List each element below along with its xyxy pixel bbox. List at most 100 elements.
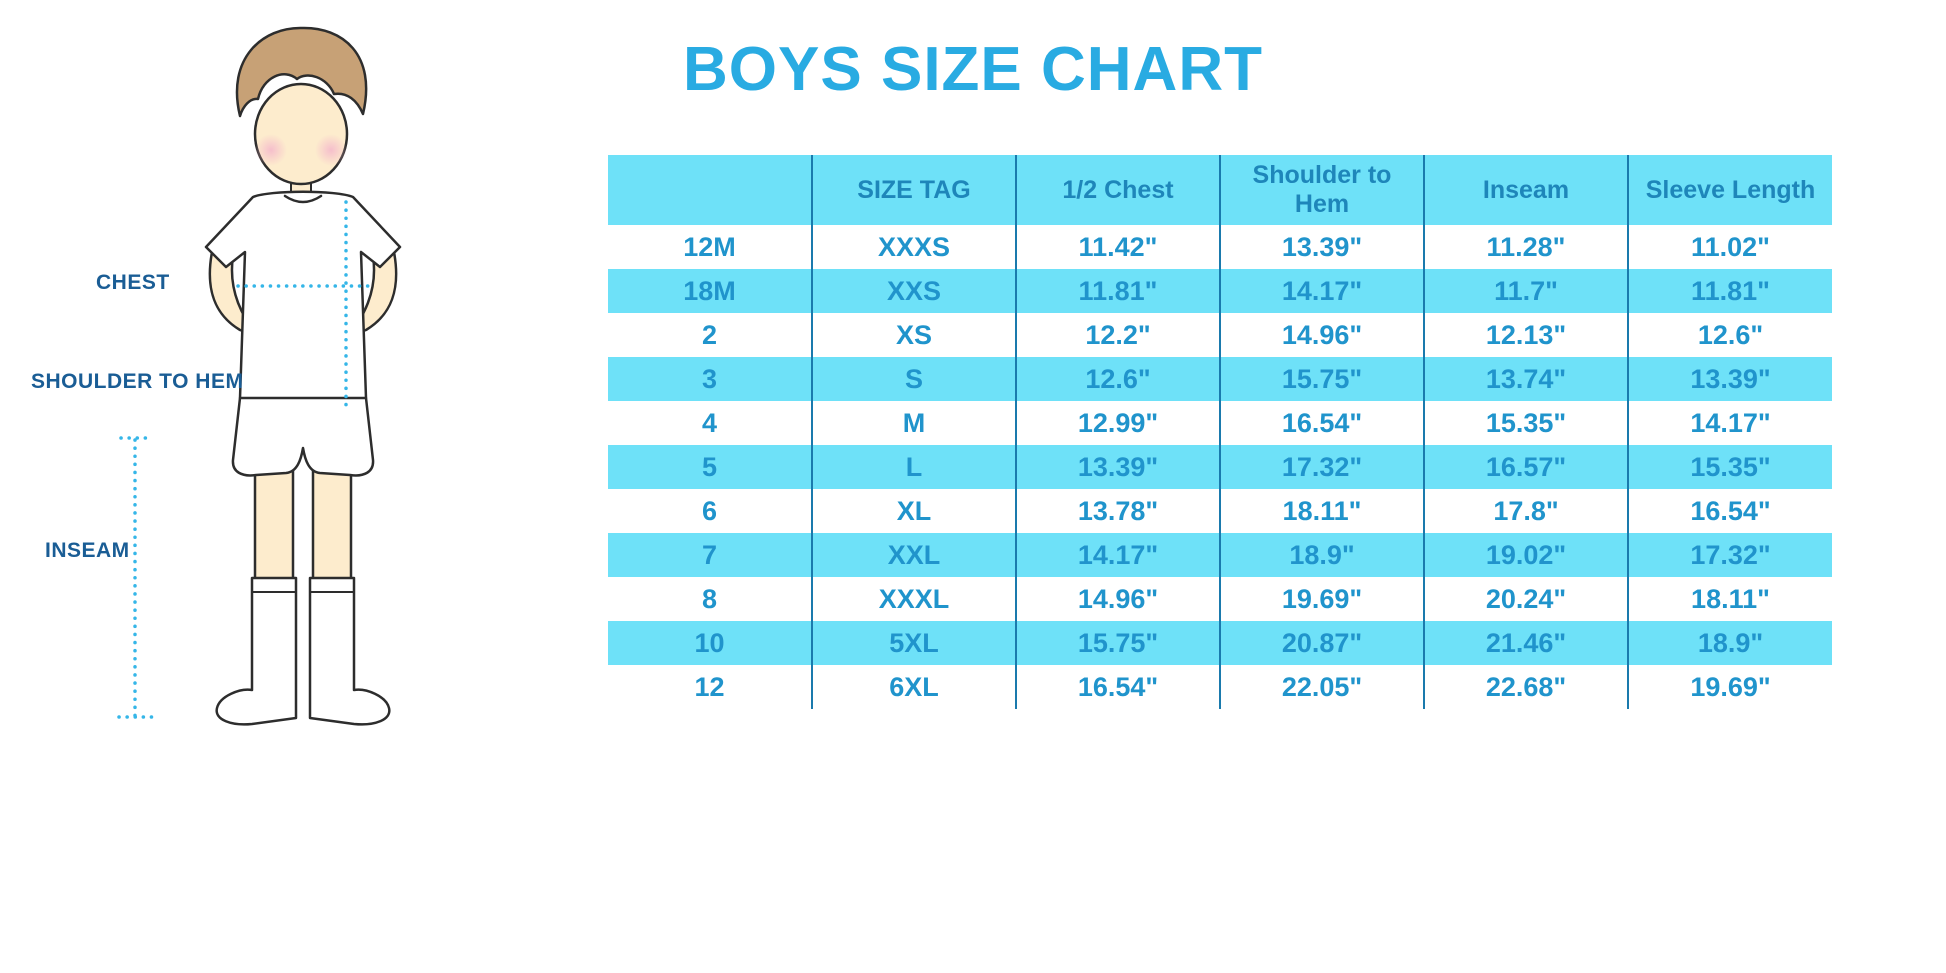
table-cell: 13.78" [1016,489,1221,533]
table-row: 4 M 12.99" 16.54" 15.35" 14.17" [608,401,1832,445]
table-cell: 14.17" [1628,401,1832,445]
table-cell: XXXL [812,577,1017,621]
right-sock [308,576,391,726]
table-cell: 20.24" [1424,577,1629,621]
table-cell: 7 [608,533,813,577]
table-cell: 13.39" [1220,225,1425,269]
table-cell: 22.68" [1424,665,1629,709]
table-cell: 12.13" [1424,313,1629,357]
table-cell: S [812,357,1017,401]
right-leg [311,453,353,598]
left-leg [253,453,295,598]
size-table: SIZE TAG 1/2 Chest Shoulder to Hem Inseam Sl… [608,155,1832,709]
table-cell: 15.35" [1628,445,1832,489]
table-cell: 14.96" [1016,577,1221,621]
table-cell: L [812,445,1017,489]
table-cell: 19.69" [1628,665,1832,709]
table-cell: 16.54" [1016,665,1221,709]
table-cell: 21.46" [1424,621,1629,665]
table-cell: 16.57" [1424,445,1629,489]
table-cell: 11.02" [1628,225,1832,269]
column-header: 1/2 Chest [1016,155,1221,225]
table-cell: 11.81" [1016,269,1221,313]
table-cell: 12.6" [1016,357,1221,401]
inseam-label: INSEAM [45,539,130,562]
blush-right-icon [315,134,347,166]
table-row: 12M XXXS 11.42" 13.39" 11.28" 11.02" [608,225,1832,269]
shorts [231,396,375,477]
table-cell: 13.39" [1628,357,1832,401]
column-header: SIZE TAG [812,155,1017,225]
table-cell: XXS [812,269,1017,313]
left-sock [215,576,298,726]
table-cell: 11.42" [1016,225,1221,269]
column-header [608,155,813,225]
table-cell: 3 [608,357,813,401]
page-title: BOYS SIZE CHART [683,35,1263,104]
table-cell: 12.99" [1016,401,1221,445]
table-row: 7 XXL 14.17" 18.9" 19.02" 17.32" [608,533,1832,577]
table-cell: 13.74" [1424,357,1629,401]
table-row: 10 5XL 15.75" 20.87" 21.46" 18.9" [608,621,1832,665]
collar [283,194,323,204]
table-cell: 15.75" [1016,621,1221,665]
table-cell: 17.32" [1220,445,1425,489]
table-row: 5 L 13.39" 17.32" 16.57" 15.35" [608,445,1832,489]
shoulder-to-hem-label: SHOULDER TO HEM [31,370,244,393]
boy-illustration [117,26,402,726]
table-cell: 19.02" [1424,533,1629,577]
table-cell: 15.75" [1220,357,1425,401]
table-cell: 22.05" [1220,665,1425,709]
table-cell: 11.7" [1424,269,1629,313]
table-body: 12M XXXS 11.42" 13.39" 11.28" 11.02" 18M XXS 11.… [608,225,1832,709]
table-cell: 5XL [812,621,1017,665]
table-cell: 14.17" [1016,533,1221,577]
table-cell: 19.69" [1220,577,1425,621]
table-cell: 18.11" [1220,489,1425,533]
table-cell: 8 [608,577,813,621]
table-cell: XS [812,313,1017,357]
chest-label: CHEST [96,271,170,294]
table-cell: 2 [608,313,813,357]
table-cell: 12.2" [1016,313,1221,357]
table-cell: M [812,401,1017,445]
table-cell: 14.96" [1220,313,1425,357]
hair [235,26,368,118]
table-cell: 4 [608,401,813,445]
table-row: 8 XXXL 14.96" 19.69" 20.24" 18.11" [608,577,1832,621]
table-row: 6 XL 13.78" 18.11" 17.8" 16.54" [608,489,1832,533]
table-row: 18M XXS 11.81" 14.17" 11.7" 11.81" [608,269,1832,313]
column-header: Shoulder to Hem [1220,155,1425,225]
header-row: SIZE TAG 1/2 Chest Shoulder to Hem Inseam Sl… [608,155,1832,225]
table-cell: XL [812,489,1017,533]
table-cell: 12 [608,665,813,709]
table-cell: 20.87" [1220,621,1425,665]
table-cell: 6XL [812,665,1017,709]
table-row: 2 XS 12.2" 14.96" 12.13" 12.6" [608,313,1832,357]
table-cell: 12M [608,225,813,269]
table-row: 3 S 12.6" 15.75" 13.74" 13.39" [608,357,1832,401]
table-cell: 15.35" [1424,401,1629,445]
table-cell: XXXS [812,225,1017,269]
table-cell: XXL [812,533,1017,577]
table-cell: 17.32" [1628,533,1832,577]
table-row: 12 6XL 16.54" 22.05" 22.68" 19.69" [608,665,1832,709]
column-header: Inseam [1424,155,1629,225]
table-cell: 13.39" [1016,445,1221,489]
table-cell: 17.8" [1424,489,1629,533]
table-cell: 6 [608,489,813,533]
table-cell: 18M [608,269,813,313]
table-cell: 18.11" [1628,577,1832,621]
table-cell: 11.81" [1628,269,1832,313]
table-cell: 10 [608,621,813,665]
table-cell: 11.28" [1424,225,1629,269]
table-cell: 18.9" [1220,533,1425,577]
table-cell: 14.17" [1220,269,1425,313]
table-cell: 12.6" [1628,313,1832,357]
table-cell: 5 [608,445,813,489]
blush-left-icon [255,134,287,166]
table-cell: 18.9" [1628,621,1832,665]
table-cell: 16.54" [1220,401,1425,445]
table-cell: 16.54" [1628,489,1832,533]
column-header: Sleeve Length [1628,155,1832,225]
